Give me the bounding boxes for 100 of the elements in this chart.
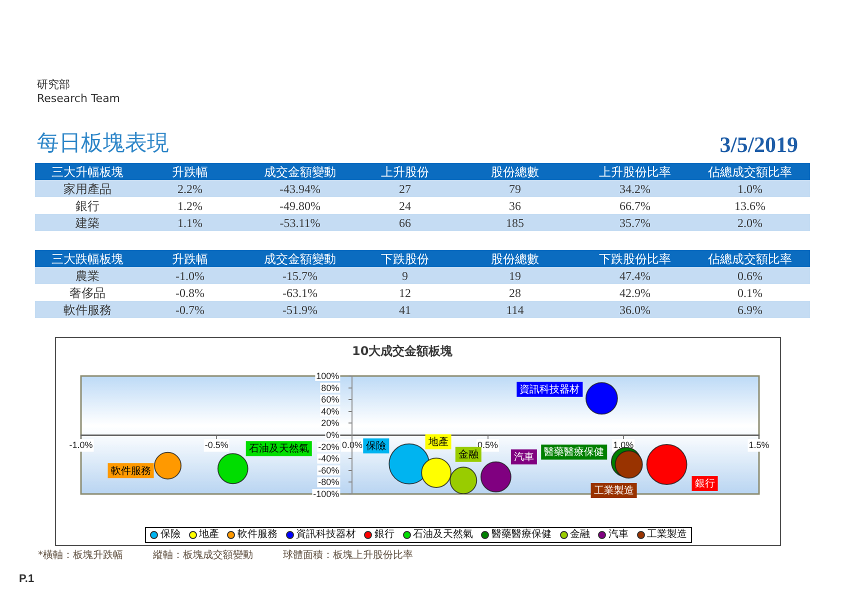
legend-label: 金融 <box>570 529 590 541</box>
category-label: 上升股份 <box>380 164 430 180</box>
chart-title: 10大成交金額板塊 <box>352 344 453 358</box>
category-label: 上升股份比率 <box>598 164 672 180</box>
category-label: 下跌股份 <box>380 250 430 267</box>
text: 34.2% <box>620 182 650 196</box>
legend-label: 資訊科技器材 <box>296 529 356 541</box>
y-tick-label: 60% <box>321 394 340 405</box>
text: *橫軸：板塊升跌幅 <box>38 550 123 562</box>
text: -49.80% <box>280 198 320 212</box>
x-tick-label: 0.0% <box>342 440 362 450</box>
y-tick-label: -40% <box>318 454 340 464</box>
legend-label: 軟件服務 <box>237 529 278 541</box>
y-tick-label: 40% <box>321 406 340 416</box>
category-label: 成交金額變動 <box>263 164 337 180</box>
text: 研究部 <box>37 78 71 92</box>
text: Research Team <box>37 92 120 106</box>
text: 銀行 <box>694 478 715 490</box>
text: 19 <box>509 268 521 282</box>
legend-label: 地產 <box>198 529 219 541</box>
text: 24 <box>399 198 411 212</box>
text: 28 <box>509 286 521 300</box>
category-label: 升跌幅 <box>171 164 209 180</box>
category-label: 銀行 <box>76 198 100 212</box>
y-tick-label: -80% <box>318 477 340 488</box>
legend-label: 銀行 <box>374 529 394 541</box>
text: 縱軸：板塊成交額變動 <box>153 550 253 562</box>
category-label: 農業 <box>76 268 100 282</box>
y-tick-label: -100% <box>313 488 340 499</box>
text: 石油及天然氣 <box>248 444 309 455</box>
text: 球體面積：板塊上升股份比率 <box>283 550 413 562</box>
y-tick-label: -60% <box>318 465 340 476</box>
text: 1.2% <box>178 198 202 212</box>
category-label: 下跌股份比率 <box>598 250 672 267</box>
category-label: 軟件服務 <box>64 302 112 316</box>
text: 每日板塊表現 <box>37 131 169 157</box>
text: 66.7% <box>620 198 650 212</box>
category-label: 家用產品 <box>64 182 112 196</box>
category-label: 建築 <box>76 216 100 230</box>
legend-label: 醫藥醫療保健 <box>491 529 552 541</box>
y-tick-label: 0% <box>326 430 340 440</box>
text: 汽車 <box>514 452 534 463</box>
text: 2.0% <box>738 216 762 230</box>
text: P.1 <box>19 573 34 586</box>
text: -53.11% <box>280 216 320 230</box>
legend-label: 石油及天然氣 <box>412 529 473 541</box>
y-tick-label: 80% <box>321 382 340 393</box>
y-tick-label: 20% <box>321 418 340 428</box>
text: 9 <box>402 268 408 282</box>
text: 1.1% <box>178 216 202 230</box>
text: 36 <box>509 198 521 212</box>
x-tick-label: -1.0% <box>69 440 93 450</box>
text: -51.9% <box>282 302 318 316</box>
text: 醫藥醫療保健 <box>544 447 604 458</box>
text: -0.8% <box>176 286 204 300</box>
text: -1.0% <box>176 268 204 282</box>
category-label: 股份總數 <box>490 164 540 180</box>
legend-label: 汽車 <box>608 529 628 541</box>
text: 資訊科技器材 <box>520 384 580 396</box>
category-label: 佔總成交額比率 <box>707 164 793 180</box>
y-tick-label: -20% <box>318 442 340 452</box>
text: -43.94% <box>280 182 320 196</box>
text: 12 <box>399 286 411 300</box>
text: 地產 <box>428 436 448 448</box>
y-tick-label: 100% <box>316 370 340 381</box>
text: 42.9% <box>620 286 650 300</box>
text: 6.9% <box>738 302 762 316</box>
x-tick-label: 1.5% <box>748 440 770 450</box>
text: 軟件服務 <box>110 466 151 477</box>
category-label: 佔總成交額比率 <box>707 250 793 267</box>
category-label: 奢侈品 <box>70 286 106 300</box>
category-label: 股份總數 <box>490 250 540 267</box>
x-tick-label: -0.5% <box>204 440 228 450</box>
text: 27 <box>399 182 411 196</box>
text: 35.7% <box>620 216 650 230</box>
text: 79 <box>509 182 521 196</box>
category-label: 成交金額變動 <box>263 250 337 267</box>
text: 114 <box>506 302 524 316</box>
text: 2.2% <box>178 182 202 196</box>
category-label: 升跌幅 <box>171 250 209 267</box>
legend-label: 工業製造 <box>646 529 687 541</box>
text: 41 <box>399 302 411 316</box>
legend-label: 保險 <box>160 529 180 541</box>
text: 36.0% <box>620 302 650 316</box>
category-label: 三大升幅板塊 <box>50 164 124 180</box>
text: 工業製造 <box>594 486 634 497</box>
text: 13.6% <box>734 198 766 212</box>
text: 1.0% <box>738 182 762 196</box>
text: -15.7% <box>282 268 318 282</box>
x-tick-label: 1.0% <box>613 440 634 450</box>
text: -0.7% <box>176 302 204 316</box>
text: 金融 <box>458 450 478 461</box>
text: -63.1% <box>282 286 318 300</box>
text: 47.4% <box>620 268 650 282</box>
category-label: 三大跌幅板塊 <box>50 250 124 267</box>
text: 66 <box>399 216 411 230</box>
text: 185 <box>506 216 524 230</box>
text: 0.6% <box>738 268 762 282</box>
text: 3/5/2019 <box>720 132 798 158</box>
text: 0.1% <box>738 286 762 300</box>
